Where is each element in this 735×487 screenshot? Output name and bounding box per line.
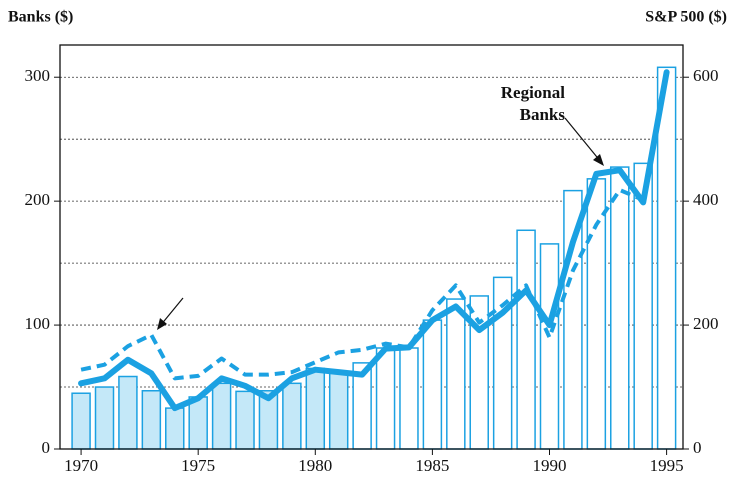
y2-tick-label: 400	[693, 190, 719, 209]
bar	[399, 347, 419, 450]
bar	[165, 407, 185, 450]
x-tick-label: 1975	[181, 456, 215, 475]
bar	[118, 375, 138, 450]
x-tick-label: 1985	[415, 456, 449, 475]
bar	[141, 390, 162, 450]
bar	[586, 178, 607, 450]
y-axis-label: Banks ($)	[8, 9, 73, 26]
bar	[539, 243, 560, 450]
y-tick-label: 100	[25, 314, 51, 333]
annotation: Regional Banks	[500, 83, 565, 124]
arrowhead	[593, 154, 604, 166]
arrowhead	[157, 318, 167, 330]
x-tick-label: 1980	[298, 456, 332, 475]
bar	[282, 382, 302, 450]
bar	[305, 367, 326, 450]
x-tick-label: 1995	[650, 456, 684, 475]
plot-frame	[59, 44, 684, 450]
bar	[516, 229, 536, 450]
line-series	[80, 71, 669, 381]
bar	[235, 390, 255, 450]
arrow	[564, 117, 602, 163]
y2-axis-label: S&P 500 ($)	[645, 9, 727, 26]
bar	[633, 162, 653, 450]
line-series	[78, 69, 670, 412]
bar	[656, 66, 677, 450]
y-tick-label: 200	[25, 190, 51, 209]
plot	[60, 66, 683, 450]
y2-tick-label: 0	[693, 438, 702, 457]
bar	[422, 319, 443, 450]
x-tick-label: 1970	[64, 456, 98, 475]
bar	[328, 372, 349, 450]
bar	[188, 396, 208, 450]
bar	[610, 166, 630, 450]
x-tick-label: 1990	[533, 456, 567, 475]
bar	[446, 298, 466, 450]
bar	[94, 386, 115, 450]
y2-tick-label: 200	[693, 314, 719, 333]
y-tick-label: 300	[25, 66, 51, 85]
bar	[211, 382, 232, 450]
y2-tick-label: 600	[693, 66, 719, 85]
y-tick-label: 0	[42, 438, 51, 457]
bar	[375, 347, 396, 450]
bar	[71, 392, 91, 450]
